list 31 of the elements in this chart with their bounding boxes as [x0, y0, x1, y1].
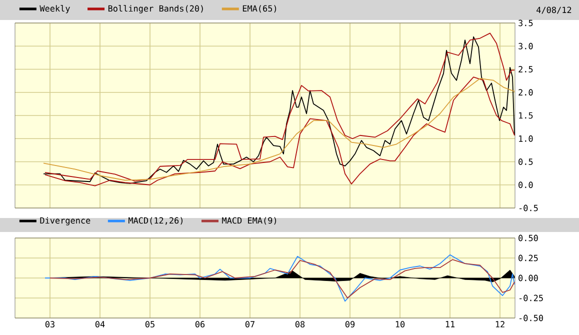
legend-label: Bollinger Bands(20) [108, 5, 203, 14]
y-tick-label: 2.0 [518, 89, 533, 96]
y-tick-label: -0.50 [519, 314, 543, 322]
y-tick-label: 0.25 [518, 254, 538, 262]
x-tick-label: 06 [195, 321, 205, 328]
x-tick-label: 07 [245, 321, 254, 328]
y-tick-label: 0.5 [518, 158, 533, 165]
x-tick-label: 11 [446, 321, 455, 328]
y-tick-label: 0.50 [518, 234, 538, 242]
legend-label: Weekly [40, 5, 70, 14]
y-tick-label: -0.5 [519, 204, 538, 212]
x-tick-label: 05 [145, 321, 154, 328]
x-tick-label: 08 [295, 321, 305, 328]
y-tick-label: 3.5 [518, 20, 533, 26]
x-tick-label: 04 [95, 321, 105, 328]
y-tick-label: 0.00 [518, 274, 538, 282]
y-tick-label: -0.25 [519, 294, 543, 302]
text: 4/08/12 [536, 6, 572, 14]
y-tick-label: 1.0 [519, 135, 533, 142]
y-tick-label: 0.0 [518, 182, 533, 188]
y-tick-label: 1.5 [519, 112, 533, 119]
x-tick-label: 12 [496, 321, 504, 328]
legend-label: Divergence [40, 217, 90, 226]
legend-label: EMA(65) [242, 5, 276, 13]
x-tick-label: 09 [345, 321, 355, 328]
legend-label: MACD EMA(9) [222, 217, 276, 225]
x-tick-label: 03 [45, 321, 54, 328]
x-tick-label: 10 [396, 321, 405, 328]
legend-label: MACD(12,26) [128, 217, 182, 225]
y-tick-label: 3.0 [518, 42, 533, 50]
y-tick-label: 2.5 [518, 66, 533, 72]
